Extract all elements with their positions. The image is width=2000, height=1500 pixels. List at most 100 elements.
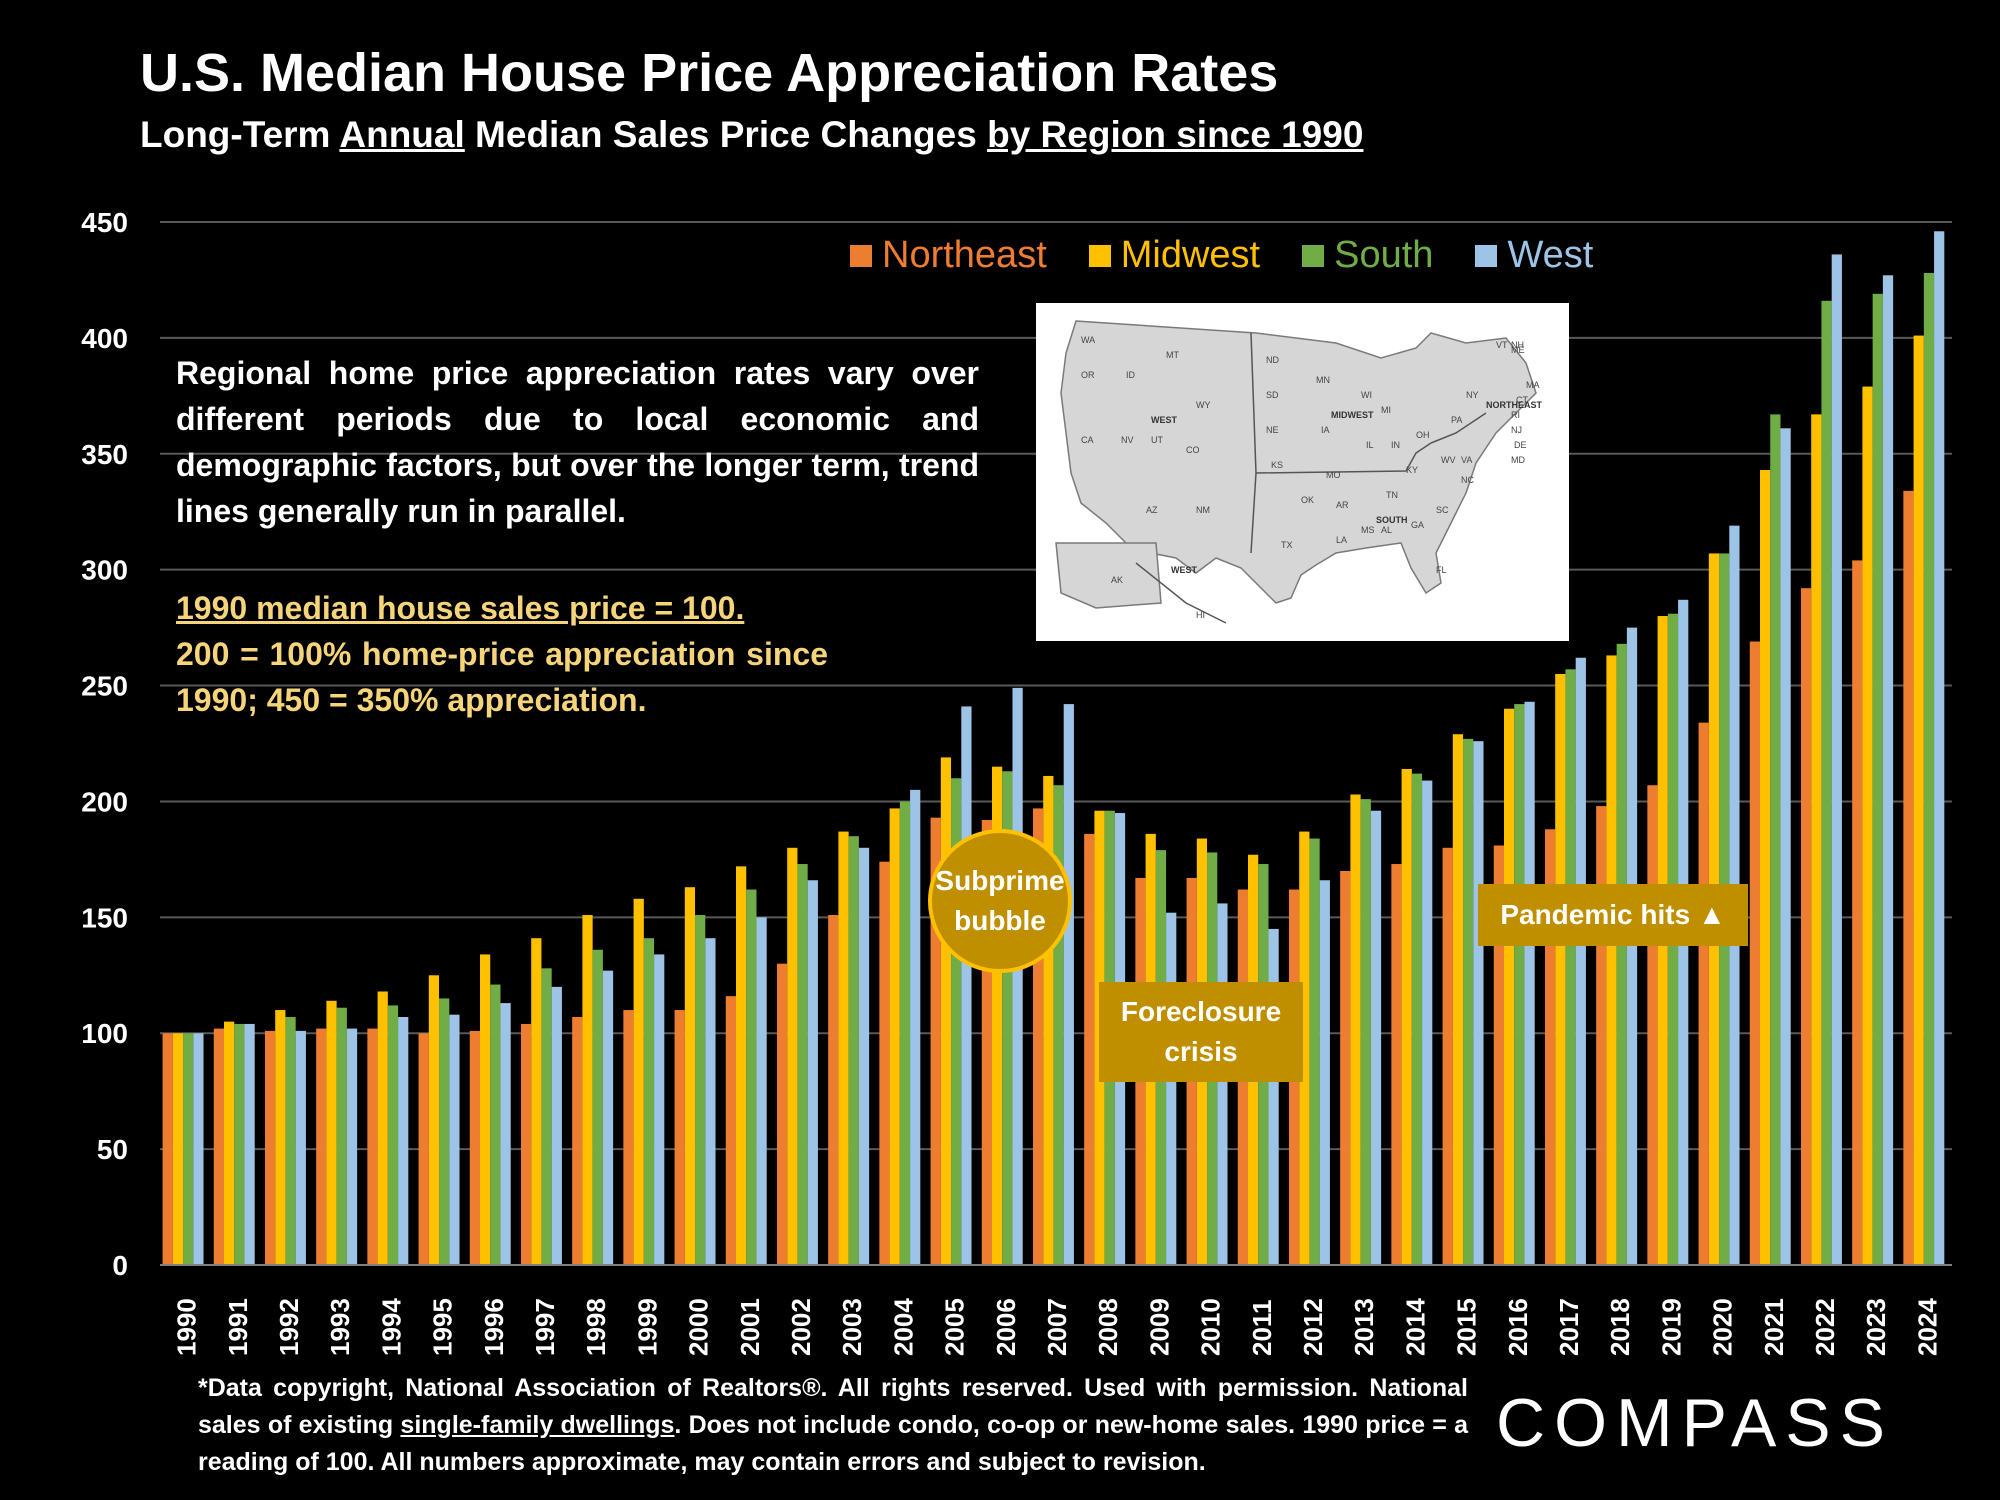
- bar-west-2015: [1473, 741, 1484, 1265]
- bar-west-2005: [961, 706, 972, 1265]
- us-outline: [1060, 320, 1537, 604]
- bar-south-1997: [541, 968, 552, 1265]
- bar-midwest-2004: [889, 808, 900, 1265]
- hawaii-inset: [1135, 562, 1227, 624]
- bar-midwest-2014: [1401, 768, 1412, 1265]
- x-tick-label: 2012: [1298, 1298, 1328, 1356]
- bar-west-2021: [1780, 428, 1791, 1265]
- bar-south-2001: [746, 889, 757, 1265]
- map-state-label: NV: [1121, 435, 1134, 445]
- x-tick-label: 1990: [172, 1298, 202, 1356]
- map-state-label: NY: [1466, 390, 1479, 400]
- bar-west-2000: [705, 938, 716, 1265]
- bar-south-2004: [899, 801, 911, 1265]
- callout-text: Pandemic hits ▲: [1500, 899, 1726, 930]
- legend-label-south: South: [1334, 234, 1434, 276]
- x-tick-label: 1996: [479, 1298, 509, 1356]
- x-tick-label: 2008: [1093, 1298, 1123, 1356]
- legend-label-west: West: [1507, 234, 1594, 276]
- footnote-part: *Data copyright, National Association of…: [198, 1374, 1468, 1439]
- index-note: 1990 median house sales price = 100. 200…: [176, 585, 828, 723]
- bar-south-2024: [1923, 272, 1935, 1266]
- map-state-label: SD: [1266, 390, 1279, 400]
- bar-south-2015: [1463, 738, 1474, 1265]
- map-region-label: WEST: [1171, 565, 1198, 575]
- map-state-label: OR: [1081, 370, 1095, 380]
- bar-west-2022: [1831, 254, 1842, 1266]
- bar-northeast-2024: [1903, 490, 1914, 1266]
- bar-northeast-1999: [623, 1010, 634, 1265]
- map-state-label: ME: [1511, 345, 1525, 355]
- map-state-label: KS: [1271, 460, 1283, 470]
- map-state-label: IA: [1321, 425, 1330, 435]
- bar-northeast-1993: [316, 1028, 327, 1265]
- map-state-label: VT: [1496, 340, 1508, 350]
- bar-northeast-1995: [418, 1033, 429, 1265]
- index-note-line1: 1990 median house sales price = 100.: [176, 590, 745, 626]
- bar-midwest-1996: [480, 954, 491, 1265]
- bar-south-1990: [183, 1033, 194, 1265]
- map-region-label: NORTHEAST: [1486, 400, 1543, 410]
- bar-south-2022: [1821, 300, 1832, 1265]
- map-state-label: AZ: [1146, 505, 1158, 515]
- bar-south-1995: [439, 998, 450, 1265]
- x-tick-label: 1995: [428, 1298, 458, 1356]
- map-state-label: UT: [1151, 435, 1163, 445]
- map-state-label: TN: [1386, 490, 1398, 500]
- subprime-bubble-callout: Subprime bubble: [928, 829, 1072, 973]
- x-tick-label: 2004: [888, 1298, 918, 1356]
- x-tick-label: 1991: [223, 1298, 253, 1356]
- map-state-label: SC: [1436, 505, 1449, 515]
- bar-south-1994: [387, 1005, 399, 1265]
- bar-northeast-2013: [1340, 870, 1351, 1265]
- bar-midwest-1991: [224, 1021, 235, 1265]
- bar-south-1996: [490, 984, 501, 1265]
- x-axis-ticks: 1990 1991 1992 1993 1994 1995 1996 1997 1998 1999…: [160, 1264, 1952, 1356]
- bar-west-1994: [398, 1016, 409, 1265]
- map-state-label: IL: [1366, 440, 1374, 450]
- chart-title: U.S. Median House Price Appreciation Rat…: [140, 43, 1279, 103]
- map-state-labels: WA OR ID MT WY CA NV UT CO AZ NM ND SD NE KS MN IA MO WI IL…: [1081, 335, 1543, 620]
- bar-midwest-2018: [1606, 655, 1617, 1265]
- x-tick-label: 2010: [1196, 1298, 1226, 1356]
- y-tick-label: 400: [81, 323, 128, 354]
- bar-northeast-2015: [1442, 847, 1453, 1265]
- footnote-part: . Does not include condo, co-op or new-h…: [198, 1411, 1469, 1476]
- x-tick-label: 2003: [837, 1298, 867, 1356]
- legend-item-northeast: Northeast: [850, 234, 1047, 277]
- legend-item-midwest: Midwest: [1088, 234, 1260, 277]
- y-tick-label: 300: [81, 555, 128, 586]
- map-state-label: TX: [1281, 540, 1293, 550]
- bar-northeast-2014: [1391, 864, 1402, 1265]
- bar-south-2007: [1053, 785, 1064, 1265]
- bar-midwest-1999: [633, 898, 644, 1265]
- index-note-line2: 200 = 100% home-price appreciation since…: [176, 636, 828, 718]
- map-state-label: KY: [1406, 465, 1418, 475]
- map-state-label: RI: [1511, 410, 1520, 420]
- map-state-label: NE: [1266, 425, 1279, 435]
- x-tick-label: 2018: [1605, 1298, 1635, 1356]
- bar-south-2002: [797, 864, 808, 1265]
- region-border-northeast: [1430, 412, 1487, 444]
- bar-west-2010: [1217, 903, 1228, 1265]
- map-state-label: NJ: [1511, 425, 1522, 435]
- x-tick-label: 2017: [1554, 1298, 1584, 1356]
- bar-midwest-1993: [326, 1000, 337, 1265]
- subtitle-part: Long-Term: [140, 114, 340, 155]
- bar-northeast-2002: [776, 963, 788, 1265]
- map-state-label: AR: [1336, 500, 1349, 510]
- legend-swatch-midwest: [1088, 244, 1111, 267]
- x-tick-label: 1992: [274, 1298, 304, 1356]
- x-tick-label: 2021: [1759, 1298, 1789, 1356]
- bar-midwest-2002: [787, 847, 798, 1265]
- bar-midwest-1990: [172, 1033, 184, 1265]
- bar-west-1996: [500, 1003, 511, 1265]
- bar-midwest-2005: [940, 757, 952, 1265]
- bar-northeast-2017: [1544, 829, 1556, 1265]
- bar-south-2017: [1565, 669, 1576, 1265]
- subtitle-part-underlined: Annual: [339, 114, 465, 155]
- map-state-label: PA: [1451, 415, 1462, 425]
- x-tick-label: 2006: [991, 1298, 1021, 1356]
- bar-south-2012: [1309, 838, 1320, 1265]
- map-region-label: WEST: [1151, 415, 1178, 425]
